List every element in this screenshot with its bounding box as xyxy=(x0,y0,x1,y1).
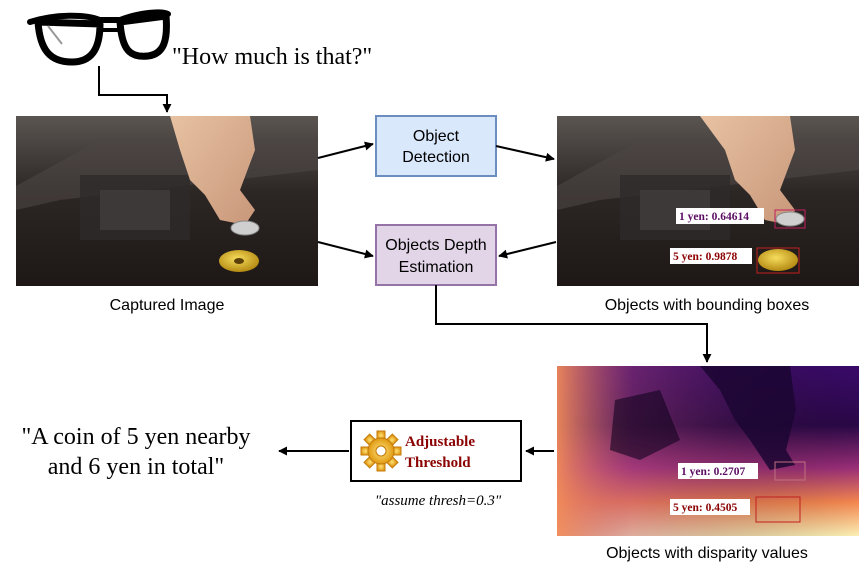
one-yen-disparity-tag: 1 yen: 0.2707 xyxy=(681,466,745,478)
depth-estimation-box: Objects Depth Estimation xyxy=(375,224,497,286)
threshold-label-1: Adjustable xyxy=(405,434,475,450)
five-yen-detection-tag: 5 yen: 0.9878 xyxy=(673,251,737,263)
bounding-boxes-image: 1 yen: 0.64614 5 yen: 0.9878 xyxy=(557,116,859,286)
one-yen-detection-tag: 1 yen: 0.64614 xyxy=(679,211,749,223)
glasses-icon xyxy=(27,9,171,66)
captured-image-caption: Captured Image xyxy=(110,297,225,314)
arrow-bboxes-to-depth xyxy=(498,241,557,259)
answer-line-2: and 6 yen in total" xyxy=(48,454,224,480)
answer-line-1: "A coin of 5 yen nearby xyxy=(21,424,250,450)
arrow-detection-to-bboxes xyxy=(495,145,555,162)
object-detection-box: Object Detection xyxy=(375,115,497,177)
arrow-image-to-detection xyxy=(317,141,374,159)
disparity-image: 1 yen: 0.2707 5 yen: 0.4505 xyxy=(557,366,859,536)
disparity-caption: Objects with disparity values xyxy=(606,545,808,562)
arrow-depth-to-disparity xyxy=(435,285,712,363)
bounding-boxes-caption: Objects with bounding boxes xyxy=(605,297,810,314)
depth-estimation-label-1: Objects Depth xyxy=(385,237,486,254)
threshold-label-2: Threshold xyxy=(405,455,471,471)
object-detection-label-1: Object xyxy=(413,128,460,145)
adjustable-threshold-box: Adjustable Threshold xyxy=(350,420,522,482)
question-text: "How much is that?" xyxy=(172,44,372,70)
captured-image xyxy=(16,116,318,286)
threshold-note: "assume thresh=0.3" xyxy=(375,493,502,509)
gear-icon xyxy=(360,430,402,472)
depth-estimation-label-2: Estimation xyxy=(399,259,474,276)
arrow-image-to-depth xyxy=(317,241,374,259)
object-detection-label-2: Detection xyxy=(402,149,470,166)
five-yen-disparity-tag: 5 yen: 0.4505 xyxy=(673,502,737,514)
arrow-glasses-to-image xyxy=(98,66,172,113)
